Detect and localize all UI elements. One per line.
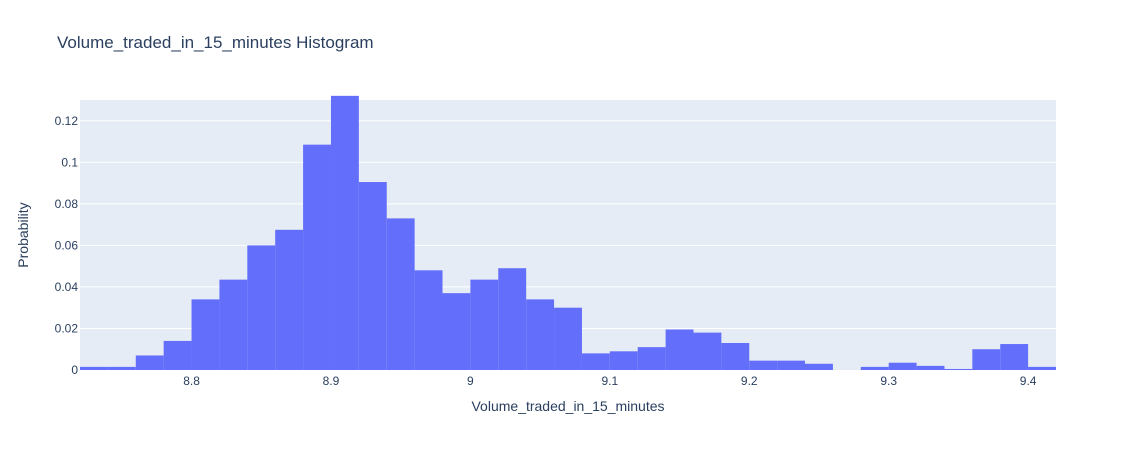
x-tick-label: 9 [467,374,474,388]
histogram-bar[interactable] [721,343,750,370]
histogram-bar[interactable] [581,353,610,370]
histogram-bar[interactable] [526,299,555,370]
histogram-bar[interactable] [916,365,945,370]
histogram-bar[interactable] [330,95,359,370]
histogram-bar[interactable] [219,279,248,370]
y-tick-label: 0.04 [55,280,79,294]
histogram-bar[interactable] [665,329,694,371]
histogram-bar[interactable] [972,349,1001,370]
x-axis-ticks: 8.8 8.9 9 9.1 9.2 9.3 9.4 [183,374,1037,388]
histogram-bar[interactable] [303,144,331,370]
x-tick-label: 9.1 [601,374,618,388]
histogram-bar[interactable] [1028,366,1056,370]
histogram-bar[interactable] [470,279,499,370]
histogram-bar[interactable] [191,299,220,370]
x-tick-label: 8.8 [183,374,200,388]
histogram-bar[interactable] [135,355,164,370]
histogram-bar[interactable] [442,293,471,370]
histogram-bar[interactable] [414,270,443,370]
histogram-bar[interactable] [247,245,276,370]
histogram-bar[interactable] [749,360,778,370]
histogram-bar[interactable] [860,366,889,370]
histogram-bar[interactable] [944,368,973,370]
x-tick-label: 8.9 [323,374,340,388]
histogram-bar[interactable] [554,307,582,370]
x-axis-label: Volume_traded_in_15_minutes [471,398,664,414]
y-tick-label: 0.1 [61,155,78,169]
histogram-bar[interactable] [80,366,108,370]
histogram-bars [80,95,1056,371]
histogram-bar[interactable] [1000,344,1029,370]
y-tick-label: 0.08 [55,197,79,211]
histogram-bar[interactable] [609,351,638,370]
histogram-bar[interactable] [107,366,136,370]
x-tick-label: 9.3 [880,374,897,388]
histogram-bar[interactable] [637,347,666,370]
chart-title: Volume_traded_in_15_minutes Histogram [57,33,374,52]
histogram-bar[interactable] [498,268,527,370]
x-tick-label: 9.4 [1020,374,1037,388]
y-tick-label: 0.12 [55,114,79,128]
histogram-bar[interactable] [888,362,917,370]
histogram-bar[interactable] [777,360,806,370]
y-axis-label: Probability [15,202,31,267]
histogram-bar[interactable] [163,340,192,370]
histogram-bar[interactable] [358,182,387,370]
y-tick-label: 0 [71,363,78,377]
histogram-bar[interactable] [805,363,833,370]
y-axis-ticks: 0 0.02 0.04 0.06 0.08 0.1 0.12 [55,114,79,377]
y-tick-label: 0.06 [55,238,79,252]
histogram-bar[interactable] [693,332,722,370]
y-tick-label: 0.02 [55,321,79,335]
histogram-bar[interactable] [275,229,304,370]
histogram-bar[interactable] [386,218,415,370]
x-tick-label: 9.2 [741,374,758,388]
